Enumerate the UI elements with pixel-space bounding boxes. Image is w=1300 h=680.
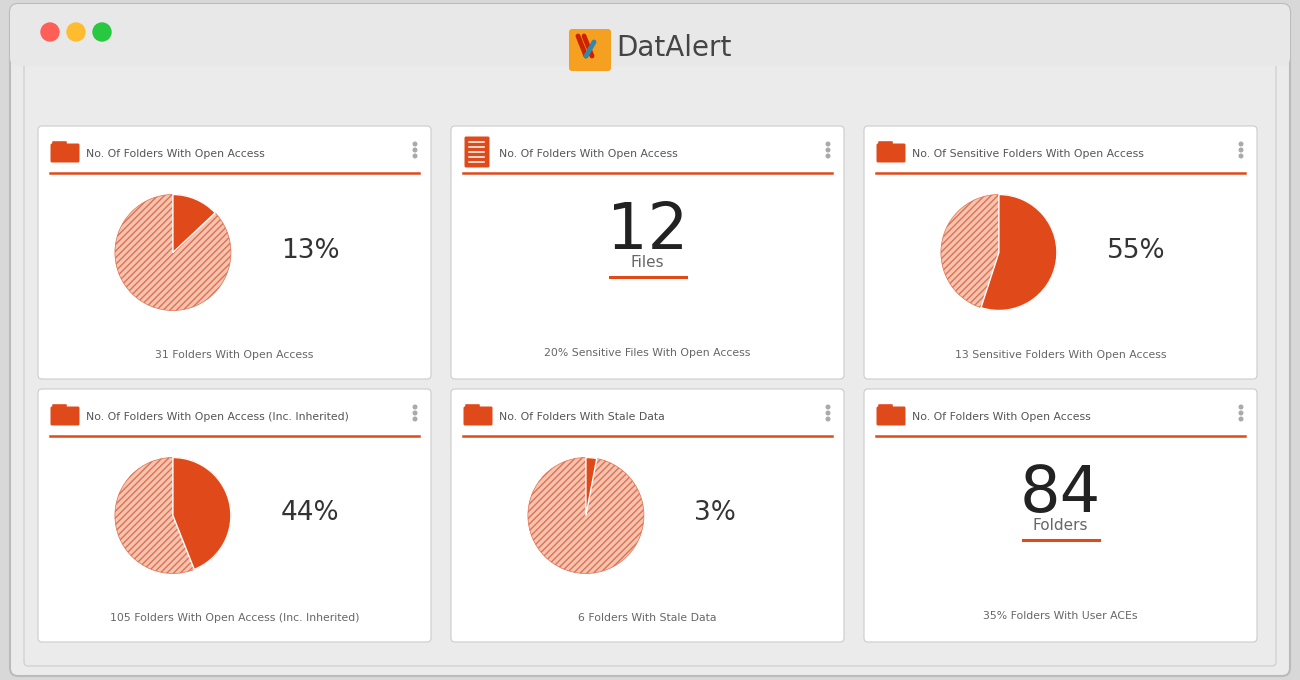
Wedge shape bbox=[173, 194, 216, 252]
Circle shape bbox=[1239, 411, 1243, 415]
Text: 44%: 44% bbox=[281, 500, 339, 526]
Wedge shape bbox=[941, 194, 1057, 311]
Text: 3%: 3% bbox=[694, 500, 736, 526]
FancyBboxPatch shape bbox=[876, 143, 906, 163]
Text: 105 Folders With Open Access (Inc. Inherited): 105 Folders With Open Access (Inc. Inher… bbox=[109, 613, 359, 623]
Text: 84: 84 bbox=[1020, 462, 1101, 525]
Text: No. Of Folders With Open Access: No. Of Folders With Open Access bbox=[913, 412, 1091, 422]
Text: 35% Folders With User ACEs: 35% Folders With User ACEs bbox=[983, 611, 1138, 621]
FancyBboxPatch shape bbox=[38, 389, 432, 642]
Text: 12: 12 bbox=[607, 200, 688, 262]
Text: Files: Files bbox=[630, 255, 664, 270]
FancyBboxPatch shape bbox=[864, 389, 1257, 642]
Circle shape bbox=[827, 405, 829, 409]
Circle shape bbox=[1239, 148, 1243, 152]
Wedge shape bbox=[114, 194, 231, 311]
Text: 13%: 13% bbox=[281, 237, 339, 263]
Text: Folders: Folders bbox=[1032, 518, 1088, 533]
FancyBboxPatch shape bbox=[51, 143, 79, 163]
Circle shape bbox=[68, 23, 84, 41]
Text: 13 Sensitive Folders With Open Access: 13 Sensitive Folders With Open Access bbox=[954, 350, 1166, 360]
Circle shape bbox=[413, 405, 417, 409]
Text: No. Of Folders With Open Access: No. Of Folders With Open Access bbox=[86, 149, 265, 159]
Text: 6 Folders With Stale Data: 6 Folders With Stale Data bbox=[578, 613, 716, 623]
FancyBboxPatch shape bbox=[451, 126, 844, 379]
Circle shape bbox=[413, 418, 417, 421]
Circle shape bbox=[1239, 405, 1243, 409]
Text: 31 Folders With Open Access: 31 Folders With Open Access bbox=[155, 350, 313, 360]
Text: No. Of Sensitive Folders With Open Access: No. Of Sensitive Folders With Open Acces… bbox=[913, 149, 1144, 159]
Wedge shape bbox=[173, 458, 231, 569]
FancyBboxPatch shape bbox=[23, 60, 1277, 666]
Circle shape bbox=[413, 411, 417, 415]
FancyBboxPatch shape bbox=[10, 4, 1290, 676]
Circle shape bbox=[827, 411, 829, 415]
FancyBboxPatch shape bbox=[451, 389, 844, 642]
Circle shape bbox=[94, 23, 111, 41]
Wedge shape bbox=[528, 458, 644, 573]
Bar bbox=[18, 38, 1282, 58]
FancyBboxPatch shape bbox=[879, 404, 893, 411]
Circle shape bbox=[827, 142, 829, 146]
Text: 55%: 55% bbox=[1106, 237, 1165, 263]
Wedge shape bbox=[982, 194, 1057, 311]
Text: 20% Sensitive Files With Open Access: 20% Sensitive Files With Open Access bbox=[545, 348, 750, 358]
Circle shape bbox=[413, 154, 417, 158]
FancyBboxPatch shape bbox=[10, 4, 1290, 66]
Circle shape bbox=[827, 418, 829, 421]
FancyBboxPatch shape bbox=[52, 141, 66, 148]
Text: No. Of Folders With Open Access: No. Of Folders With Open Access bbox=[499, 149, 677, 159]
FancyBboxPatch shape bbox=[52, 404, 66, 411]
Circle shape bbox=[1239, 142, 1243, 146]
FancyBboxPatch shape bbox=[876, 407, 906, 426]
Text: DatAlert: DatAlert bbox=[616, 34, 732, 62]
FancyBboxPatch shape bbox=[464, 137, 490, 167]
FancyBboxPatch shape bbox=[864, 126, 1257, 379]
Circle shape bbox=[413, 142, 417, 146]
Wedge shape bbox=[114, 458, 231, 573]
Wedge shape bbox=[586, 458, 597, 515]
Circle shape bbox=[42, 23, 58, 41]
FancyBboxPatch shape bbox=[465, 404, 480, 411]
Circle shape bbox=[413, 148, 417, 152]
FancyBboxPatch shape bbox=[464, 407, 493, 426]
Circle shape bbox=[1239, 418, 1243, 421]
Circle shape bbox=[1239, 154, 1243, 158]
Text: No. Of Folders With Open Access (Inc. Inherited): No. Of Folders With Open Access (Inc. In… bbox=[86, 412, 348, 422]
FancyBboxPatch shape bbox=[51, 407, 79, 426]
FancyBboxPatch shape bbox=[38, 126, 432, 379]
FancyBboxPatch shape bbox=[879, 141, 893, 148]
FancyBboxPatch shape bbox=[569, 29, 611, 71]
Text: No. Of Folders With Stale Data: No. Of Folders With Stale Data bbox=[499, 412, 664, 422]
Circle shape bbox=[827, 154, 829, 158]
Circle shape bbox=[827, 148, 829, 152]
